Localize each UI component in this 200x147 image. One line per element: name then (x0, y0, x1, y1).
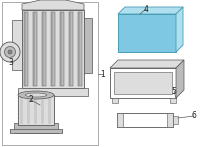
Bar (41, 96, 44, 124)
Bar (167, 113, 173, 127)
Bar (84, 18, 92, 73)
Text: 4: 4 (144, 5, 148, 14)
Bar (10, 129, 62, 133)
Polygon shape (176, 7, 183, 52)
Text: 5: 5 (172, 86, 176, 96)
Bar (24, 12, 28, 86)
Bar (2, 2, 98, 145)
Bar (69, 12, 73, 86)
Bar (117, 113, 123, 127)
Bar (24, 12, 26, 86)
Bar (27, 96, 30, 124)
Text: 3: 3 (9, 57, 13, 66)
Polygon shape (110, 60, 184, 68)
Bar (14, 123, 58, 133)
Bar (48, 96, 51, 124)
Ellipse shape (25, 93, 47, 97)
Bar (34, 96, 37, 124)
Bar (118, 14, 176, 52)
Text: 6: 6 (192, 112, 196, 121)
Bar (117, 113, 173, 127)
Circle shape (4, 46, 16, 57)
Bar (18, 88, 88, 96)
Bar (170, 98, 176, 103)
Text: 2: 2 (29, 96, 33, 105)
Bar (112, 98, 118, 103)
Text: 1: 1 (101, 70, 105, 78)
Bar (173, 116, 178, 124)
Bar (42, 12, 46, 86)
Polygon shape (176, 60, 184, 98)
Bar (22, 10, 84, 88)
Bar (51, 12, 55, 86)
Bar (78, 12, 82, 86)
Bar (69, 12, 70, 86)
Bar (42, 12, 44, 86)
Bar (20, 96, 23, 124)
Ellipse shape (18, 91, 54, 99)
Bar (33, 12, 37, 86)
Circle shape (0, 42, 20, 62)
Bar (51, 12, 52, 86)
Polygon shape (22, 0, 84, 10)
Circle shape (8, 50, 12, 54)
Bar (60, 12, 64, 86)
Bar (114, 72, 172, 94)
Bar (12, 20, 22, 70)
Bar (33, 12, 35, 86)
Bar (60, 12, 62, 86)
Polygon shape (118, 7, 183, 14)
Bar (18, 95, 54, 125)
Bar (110, 68, 176, 98)
Bar (78, 12, 80, 86)
